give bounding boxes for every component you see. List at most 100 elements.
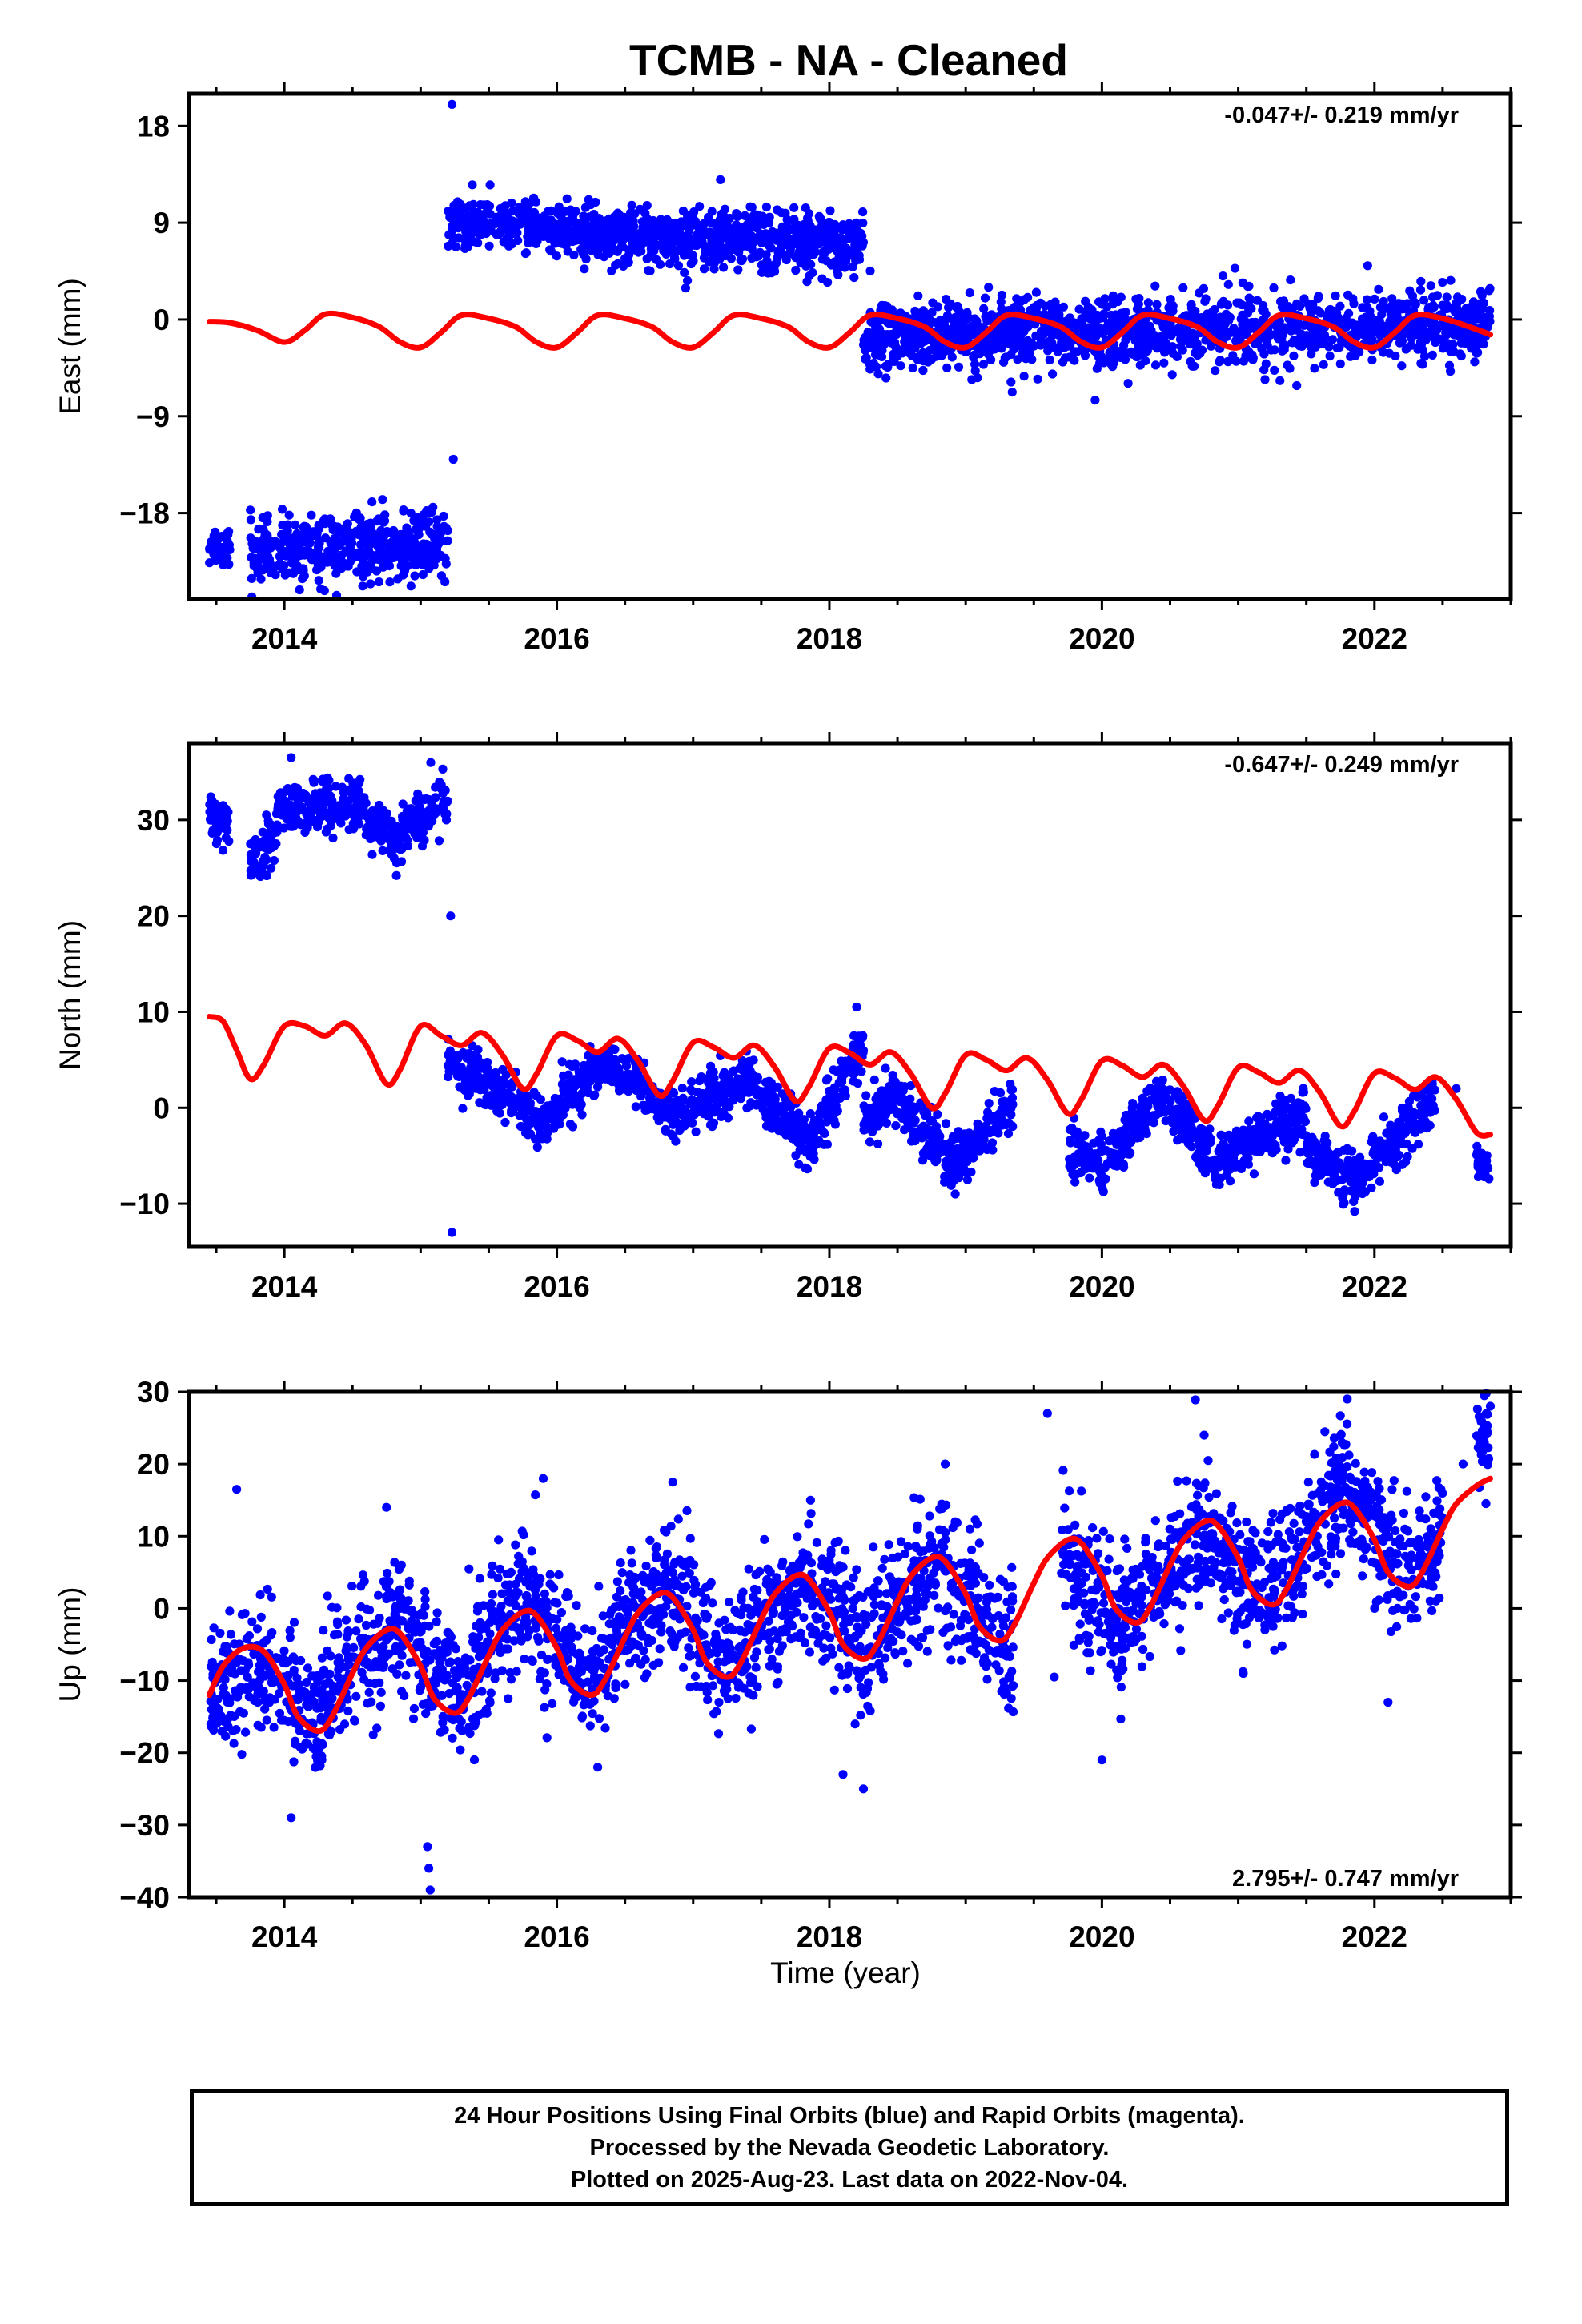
data-point <box>499 1075 508 1085</box>
data-point <box>1027 355 1037 364</box>
data-point <box>485 209 495 219</box>
data-point <box>697 230 706 239</box>
data-point <box>440 577 450 587</box>
data-point <box>1157 336 1166 346</box>
data-point <box>400 529 410 538</box>
data-point <box>1204 318 1214 328</box>
data-point <box>473 238 483 247</box>
data-point <box>303 545 313 555</box>
data-point <box>412 524 422 533</box>
data-point <box>942 363 952 372</box>
data-point <box>642 201 652 211</box>
data-point <box>627 200 636 210</box>
data-point <box>980 293 990 303</box>
data-point <box>330 545 339 554</box>
data-point <box>562 194 572 203</box>
data-point <box>944 303 954 312</box>
data-point <box>1411 300 1420 309</box>
data-point-outlier <box>1090 396 1100 405</box>
data-point <box>1244 281 1254 291</box>
data-point <box>821 246 830 255</box>
data-point <box>791 1151 801 1160</box>
data-point <box>758 1087 768 1096</box>
data-point <box>601 245 611 255</box>
data-point <box>287 822 296 831</box>
data-point <box>466 1076 476 1086</box>
data-point <box>436 528 446 537</box>
data-point <box>1046 327 1056 336</box>
data-point <box>1432 291 1443 300</box>
data-point <box>745 1101 755 1111</box>
data-point <box>471 223 480 233</box>
data-point <box>695 1076 705 1086</box>
data-point <box>444 1067 454 1076</box>
data-point <box>677 1084 687 1093</box>
data-point <box>950 334 960 344</box>
data-point <box>986 355 996 364</box>
data-point <box>424 564 434 573</box>
data-point-outlier <box>448 454 458 464</box>
data-point <box>1336 320 1346 330</box>
data-point <box>307 510 316 520</box>
data-point <box>883 362 893 372</box>
data-point <box>1477 291 1487 300</box>
data-point <box>789 203 799 212</box>
data-point <box>872 1111 881 1120</box>
data-point <box>426 804 436 814</box>
data-point <box>720 1068 729 1077</box>
data-point <box>456 199 465 209</box>
data-point <box>1242 323 1251 333</box>
data-point <box>1133 345 1142 355</box>
data-point <box>265 842 275 852</box>
data-point <box>913 355 922 364</box>
data-point <box>224 836 234 846</box>
data-point <box>500 1117 510 1128</box>
data-point <box>950 1189 960 1199</box>
data-point <box>300 537 310 547</box>
data-point <box>464 231 475 242</box>
data-point <box>410 571 420 581</box>
data-point <box>331 782 340 791</box>
data-point <box>922 1109 932 1120</box>
data-point <box>1325 352 1335 361</box>
data-point <box>642 214 652 223</box>
data-point <box>859 1125 869 1135</box>
data-point <box>357 532 367 541</box>
data-point <box>773 1082 782 1092</box>
data-point <box>648 245 657 255</box>
data-point <box>503 208 512 219</box>
data-point <box>1246 295 1255 304</box>
data-point <box>475 1098 484 1108</box>
data-point <box>964 1140 974 1150</box>
data-point <box>1167 370 1177 380</box>
data-point <box>513 235 523 245</box>
data-point <box>1419 352 1430 361</box>
data-point <box>881 1063 890 1073</box>
data-point <box>1084 1162 1094 1172</box>
data-point <box>897 345 906 355</box>
data-point <box>788 1118 797 1128</box>
data-point <box>299 522 308 532</box>
data-point <box>1098 300 1107 309</box>
data-point <box>494 230 504 239</box>
data-point-outlier <box>716 175 725 184</box>
data-point <box>887 305 897 315</box>
data-point <box>273 800 283 810</box>
data-point <box>613 259 623 268</box>
data-point <box>467 203 476 213</box>
data-point <box>291 553 300 563</box>
y-tick-label: 9 <box>153 207 170 239</box>
data-point <box>444 207 453 216</box>
data-point <box>291 814 301 823</box>
data-point <box>681 283 691 293</box>
data-point <box>871 321 881 331</box>
data-point <box>1385 316 1395 326</box>
data-point <box>519 204 528 214</box>
data-point <box>397 556 407 565</box>
data-point <box>807 250 817 259</box>
data-point <box>973 1141 982 1151</box>
data-point <box>363 519 372 529</box>
data-point <box>315 794 324 805</box>
east-rate-label: -0.047+/- 0.219 mm/yr <box>1224 103 1459 128</box>
data-point <box>675 224 685 234</box>
